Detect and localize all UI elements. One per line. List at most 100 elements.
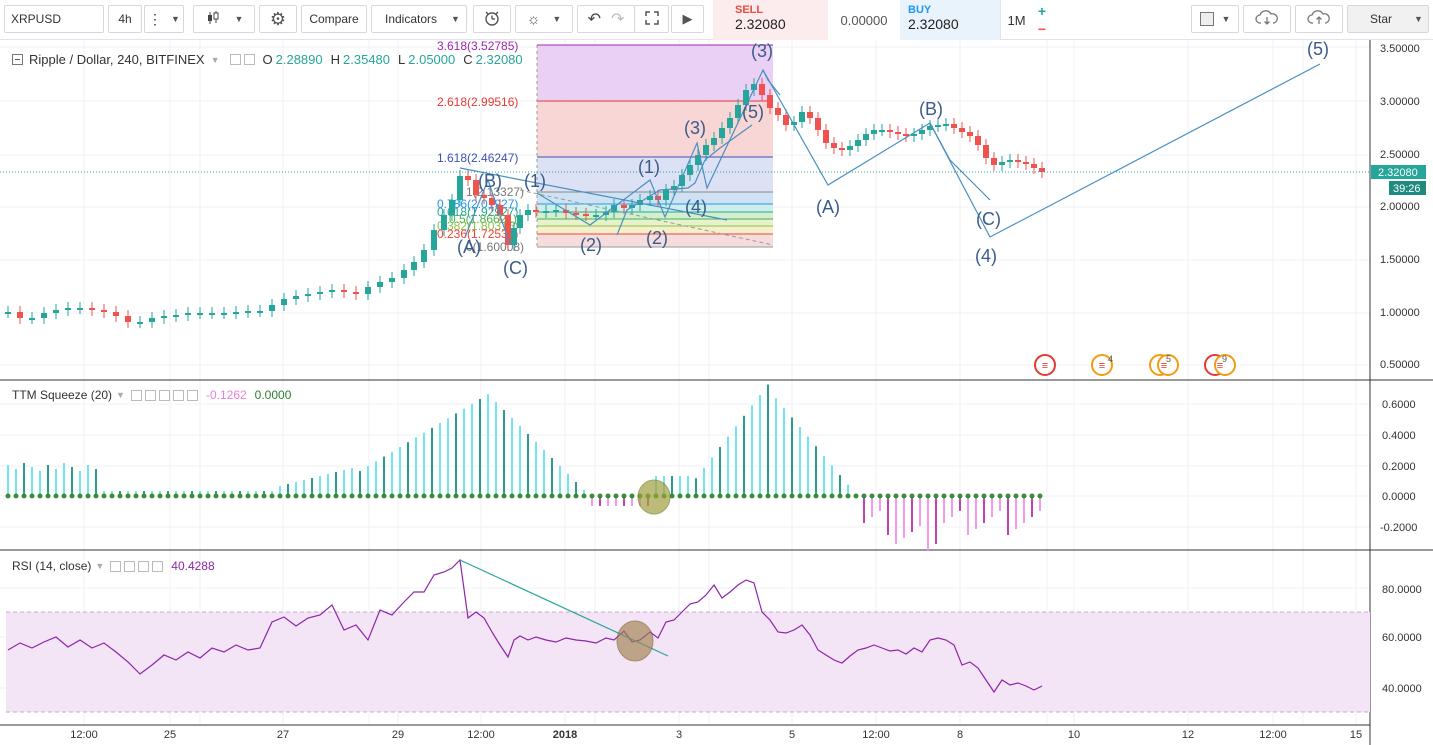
chart-canvas[interactable]: 3.618(3.52785) 2.618(2.99516) 1.618(2.46… xyxy=(0,40,1433,745)
candle xyxy=(719,122,725,144)
interval-dropdown[interactable]: ⋮ ▼ xyxy=(144,5,184,33)
candle xyxy=(497,199,503,221)
candle xyxy=(533,204,539,218)
ttm-dot xyxy=(749,493,755,499)
star-button[interactable]: Star ▼ xyxy=(1347,5,1429,33)
ttm-dot xyxy=(597,493,603,499)
candle xyxy=(935,119,941,132)
candle xyxy=(543,205,549,218)
ttm-dot xyxy=(421,493,427,499)
candle xyxy=(895,126,901,140)
candle xyxy=(999,156,1005,171)
candle xyxy=(767,89,773,114)
rsi-line[interactable] xyxy=(7,558,1043,694)
ideas-button[interactable]: ☼ ▼ xyxy=(515,5,573,33)
chart-style-button[interactable]: ▼ xyxy=(193,5,255,33)
collapse-icon[interactable] xyxy=(12,54,23,65)
plus-button[interactable]: + xyxy=(1037,3,1047,19)
add-icon[interactable] xyxy=(172,389,184,401)
candle xyxy=(593,209,599,221)
price-axis[interactable]: 3.50000 3.00000 2.50000 2.00000 1.50000 … xyxy=(1380,43,1420,371)
fib-retracement[interactable] xyxy=(536,44,773,248)
trend-line[interactable] xyxy=(519,189,774,246)
chevron-down-icon[interactable]: ▼ xyxy=(116,390,125,400)
chevron-down-icon: ▼ xyxy=(451,14,460,24)
ttm-dot xyxy=(605,493,611,499)
ttm-dot xyxy=(973,493,979,499)
ttm-dot xyxy=(349,493,355,499)
minus-button[interactable]: − xyxy=(1037,21,1047,37)
main-legend: Ripple / Dollar, 240, BITFINEX ▼ O 2.2889… xyxy=(12,52,523,67)
ttm-dot xyxy=(301,493,307,499)
eye-icon[interactable] xyxy=(130,389,142,401)
time-tick: 27 xyxy=(277,729,289,741)
close-icon[interactable] xyxy=(152,560,164,572)
ttm-dot xyxy=(829,493,835,499)
symbol-title[interactable]: Ripple / Dollar, 240, BITFINEX xyxy=(29,52,205,67)
eye-icon[interactable] xyxy=(229,54,241,65)
candle xyxy=(473,174,479,201)
fullscreen-button[interactable] xyxy=(634,5,669,33)
elliott-wave-drawings[interactable] xyxy=(459,63,1321,246)
menu-dots-icon: ⋮ xyxy=(148,11,163,27)
chevron-down-icon[interactable]: ▼ xyxy=(95,561,105,571)
close-icon[interactable] xyxy=(186,389,198,401)
rsi-tick: 80.0000 xyxy=(1382,584,1422,596)
ttm-dot xyxy=(453,493,459,499)
redo-icon[interactable]: ↷ xyxy=(611,11,625,28)
symbol-input[interactable]: XRPUSD xyxy=(4,5,104,33)
gear-icon[interactable] xyxy=(144,389,156,401)
trade-size[interactable]: 1M xyxy=(1000,0,1032,40)
buy-button[interactable]: BUY 2.32080 xyxy=(900,0,1000,40)
ttm-tick: -0.2000 xyxy=(1380,522,1417,534)
economic-events[interactable]: ≡ ≡4 ≡5 ≡9 xyxy=(1034,354,1236,376)
time-axis[interactable]: 12:00 25 27 29 12:00 2018 3 5 12:00 8 10 12 12:00 15 xyxy=(70,729,1362,741)
candle xyxy=(563,204,569,219)
ttm-dot xyxy=(165,493,171,499)
fib-label: 1.618(2.46247) xyxy=(437,151,518,165)
save-layout-button[interactable] xyxy=(1295,5,1343,33)
candle xyxy=(465,170,471,186)
ttm-title[interactable]: TTM Squeeze (20) xyxy=(12,388,113,402)
candle xyxy=(457,170,463,206)
undo-icon[interactable]: ↶ xyxy=(587,11,601,28)
ttm-dot xyxy=(517,493,523,499)
chevron-down-icon[interactable]: ▼ xyxy=(210,54,220,65)
fib-label: 0.236(1.72539) xyxy=(437,227,518,241)
layout-button[interactable]: ▼ xyxy=(1191,5,1239,33)
replay-button[interactable]: ▶ xyxy=(671,5,704,33)
price-series[interactable] xyxy=(5,78,1045,328)
add-icon[interactable] xyxy=(138,560,150,572)
source-icon[interactable] xyxy=(158,389,170,401)
gear-icon[interactable] xyxy=(124,560,136,572)
candle xyxy=(943,118,949,131)
svg-text:9: 9 xyxy=(1222,354,1227,364)
ttm-dot xyxy=(981,493,987,499)
candle xyxy=(975,130,981,151)
load-layout-button[interactable] xyxy=(1243,5,1291,33)
indicators-button[interactable]: Indicators ▼ xyxy=(371,5,467,33)
ttm-dot xyxy=(269,493,275,499)
price-tick: 1.00000 xyxy=(1380,307,1420,319)
ttm-dot xyxy=(781,493,787,499)
highlight-ellipse[interactable] xyxy=(637,479,671,515)
rsi-title[interactable]: RSI (14, close) xyxy=(12,559,92,573)
chevron-down-icon: ▼ xyxy=(234,14,244,24)
candle xyxy=(967,126,973,142)
candle xyxy=(113,306,119,322)
candle xyxy=(1031,158,1037,174)
ttm-dot xyxy=(1013,493,1019,499)
sell-button[interactable]: SELL 2.32080 xyxy=(713,0,828,40)
candle xyxy=(329,284,335,298)
gear-icon[interactable] xyxy=(243,54,255,65)
highlight-ellipse[interactable] xyxy=(616,620,654,662)
alert-button[interactable] xyxy=(473,5,511,33)
price-tick: 1.50000 xyxy=(1380,254,1420,266)
compare-button[interactable]: Compare xyxy=(301,5,367,33)
time-tick: 29 xyxy=(392,729,404,741)
interval-selector[interactable]: 4h xyxy=(108,5,142,33)
eye-icon[interactable] xyxy=(110,560,122,572)
candle xyxy=(671,180,677,196)
ttm-squeeze-histogram[interactable] xyxy=(5,384,1043,550)
settings-button[interactable]: ⚙ xyxy=(259,5,297,33)
